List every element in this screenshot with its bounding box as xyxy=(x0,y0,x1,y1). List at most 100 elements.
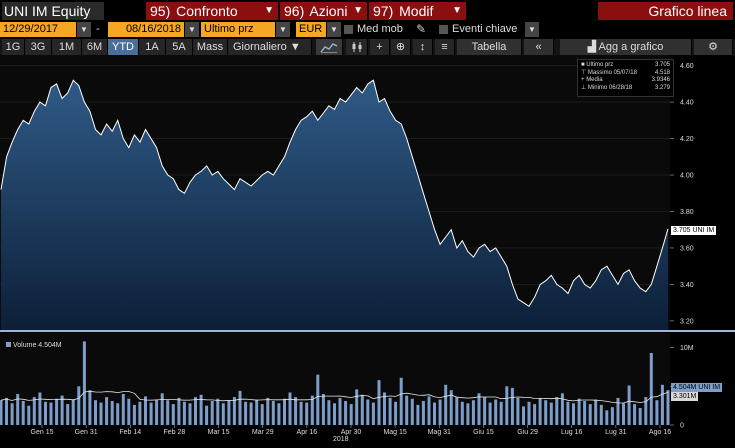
volume-swatch xyxy=(6,342,11,347)
volume-bar xyxy=(32,397,36,425)
events-label: Eventi chiave xyxy=(452,23,518,35)
chevron-down-icon[interactable]: ▼ xyxy=(327,22,341,37)
end-date-field[interactable]: 08/16/2018 xyxy=(108,22,184,37)
volume-bar xyxy=(333,403,336,425)
security-title[interactable]: UNI IM Equity xyxy=(2,2,104,20)
volume-bar xyxy=(421,401,425,425)
legend-max-label: ⊤ Massimo 05/07/18 xyxy=(581,69,637,76)
volume-bar xyxy=(160,393,164,425)
volume-bar xyxy=(610,407,614,425)
volume-bar xyxy=(82,341,86,425)
volume-bar xyxy=(110,401,114,425)
range-6m[interactable]: 6M xyxy=(82,39,108,55)
volume-bar xyxy=(444,384,448,425)
last-price-tag: 3.705 UNI IM xyxy=(671,226,717,235)
volume-bar xyxy=(277,403,281,425)
volume-bar xyxy=(377,380,381,425)
volume-bar xyxy=(405,395,409,425)
compare-menu-label: Confronto xyxy=(176,3,238,19)
volume-bar xyxy=(121,394,125,425)
volume-bar xyxy=(355,389,359,425)
gear-icon[interactable]: ⚙ xyxy=(694,39,733,55)
volume-bar xyxy=(99,402,103,425)
range-5y[interactable]: 5A xyxy=(166,39,193,55)
x-tick-label: Giu 15 xyxy=(473,429,494,436)
events-checkbox[interactable] xyxy=(439,25,448,34)
range-1y[interactable]: 1A xyxy=(139,39,166,55)
volume-bar xyxy=(266,397,270,425)
range-1d[interactable]: 1G xyxy=(2,39,25,55)
range-ytd[interactable]: YTD xyxy=(108,39,139,55)
volume-bar xyxy=(449,390,453,425)
chevron-down-icon[interactable]: ▼ xyxy=(276,22,290,37)
volume-bar xyxy=(544,400,548,425)
volume-bar xyxy=(516,397,520,425)
volume-bar xyxy=(616,397,620,425)
x-tick-label: Lug 31 xyxy=(605,429,627,436)
volume-bar xyxy=(572,403,575,425)
zoom-in-icon[interactable]: ⊕ xyxy=(391,39,411,55)
candlestick-icon[interactable] xyxy=(346,39,368,55)
volume-legend: Volume 4.504M xyxy=(6,342,62,349)
x-tick-label: Mag 15 xyxy=(383,429,406,436)
volume-bar xyxy=(366,399,370,425)
legend-mean-label: + Media xyxy=(581,77,603,83)
range-max[interactable]: Mass xyxy=(193,39,228,55)
line-chart-icon[interactable] xyxy=(316,39,343,55)
moving-avg-checkbox[interactable] xyxy=(344,25,353,34)
volume-bar xyxy=(622,403,625,425)
x-tick-label: Feb 28 xyxy=(164,429,186,436)
volume-bar xyxy=(494,399,498,425)
pencil-icon[interactable]: ✎ xyxy=(416,22,427,36)
crosshair-icon[interactable]: + xyxy=(370,39,390,55)
chevron-down-icon[interactable]: ▼ xyxy=(525,22,539,37)
volume-bar xyxy=(599,404,603,425)
range-3d[interactable]: 3G xyxy=(25,39,52,55)
volume-bar xyxy=(199,394,203,425)
arrows-icon[interactable]: ↕ xyxy=(413,39,433,55)
volume-bar xyxy=(316,374,320,425)
volume-bar xyxy=(144,396,147,425)
price-chart[interactable]: 4.604.404.204.003.803.603.403.20 10M5M0 … xyxy=(0,55,735,448)
legend-max-value: 4.518 xyxy=(654,69,670,76)
volume-bar xyxy=(149,402,153,425)
chevron-down-icon: ▼ xyxy=(452,5,462,16)
volume-bar xyxy=(294,397,298,425)
currency-select[interactable]: EUR xyxy=(296,22,326,37)
volume-bar xyxy=(244,401,248,425)
x-tick-label: Mar 15 xyxy=(208,429,230,436)
legend-row: + Media 3.9346 xyxy=(581,77,670,85)
volume-bar xyxy=(416,404,420,425)
volume-bar xyxy=(88,390,92,425)
add-to-chart-button[interactable]: ▟ Agg a grafico xyxy=(560,39,692,55)
chart-legend: ■ Ultimo prz 3.705 ⊤ Massimo 05/07/18 4.… xyxy=(577,59,674,97)
actions-menu[interactable]: 96) Azioni ▼ xyxy=(280,2,367,20)
settings-sliders-icon[interactable]: ≡ xyxy=(435,39,455,55)
y-tick-label: 4.00 xyxy=(680,173,694,180)
volume-bar xyxy=(155,399,159,425)
collapse-left-icon[interactable]: « xyxy=(524,39,554,55)
volume-bar xyxy=(477,393,481,425)
price-line xyxy=(0,79,669,307)
edit-menu[interactable]: 97) Modif ▼ xyxy=(369,2,466,20)
volume-legend-label: Volume 4.504M xyxy=(13,342,62,349)
volume-bar xyxy=(299,401,303,425)
edit-menu-label: Modif xyxy=(399,3,434,19)
chart-mode-button[interactable]: Grafico linea xyxy=(598,2,733,20)
range-1m[interactable]: 1M xyxy=(52,39,82,55)
volume-bar xyxy=(644,397,648,425)
volume-bar xyxy=(194,397,197,425)
volume-bar xyxy=(49,402,53,425)
volume-bar xyxy=(66,404,70,425)
field-select[interactable]: Ultimo prz xyxy=(201,22,275,37)
volume-bar xyxy=(594,399,598,425)
table-button[interactable]: Tabella xyxy=(457,39,522,55)
volume-bar xyxy=(383,392,386,425)
period-select[interactable]: Giornaliero ▼ xyxy=(228,39,312,55)
volume-bar xyxy=(577,398,581,425)
calendar-dropdown-icon[interactable]: ▼ xyxy=(77,22,91,37)
calendar-dropdown-icon[interactable]: ▼ xyxy=(185,22,199,37)
start-date-field[interactable]: 12/29/2017 xyxy=(0,22,76,37)
compare-menu[interactable]: 95) Confronto ▼ xyxy=(146,2,278,20)
volume-bar xyxy=(166,400,170,425)
